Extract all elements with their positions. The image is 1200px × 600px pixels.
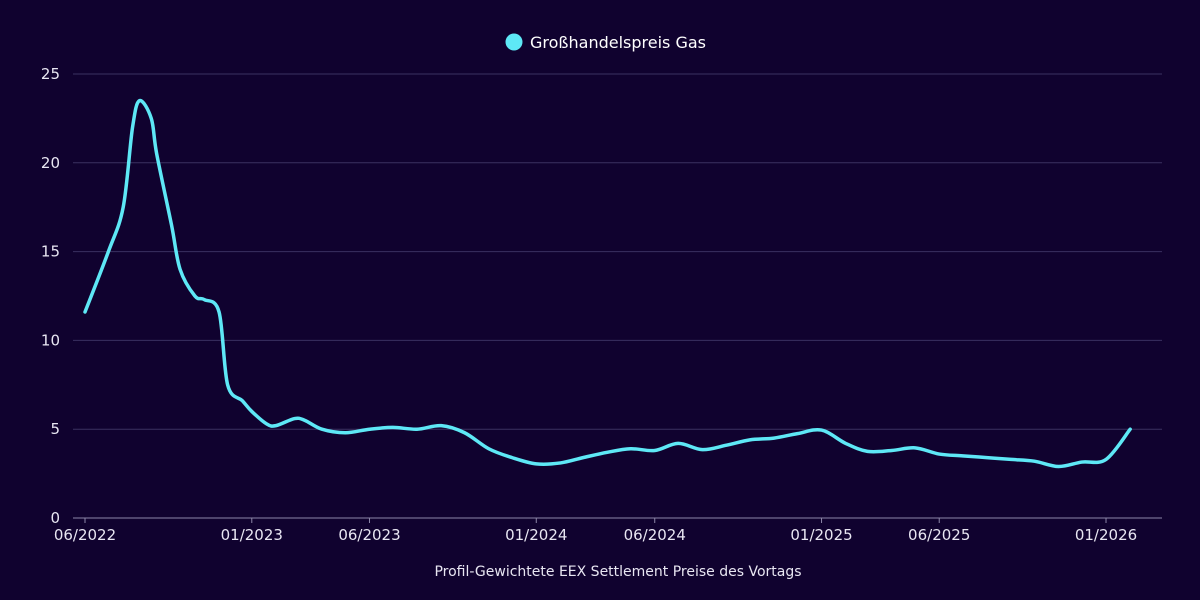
grid-lines <box>73 73 1162 430</box>
y-tick-label: 25 <box>41 65 60 83</box>
legend-label[interactable]: Großhandelspreis Gas <box>530 33 706 52</box>
x-axis-title: Profil-Gewichtete EEX Settlement Preise … <box>434 564 801 580</box>
y-tick-label: 15 <box>41 243 60 261</box>
x-tick-label: 06/2022 <box>54 526 116 544</box>
x-tick-label: 06/2025 <box>908 526 970 544</box>
series-lines <box>83 98 1132 469</box>
legend-marker[interactable] <box>505 33 523 51</box>
x-tick-label: 06/2024 <box>624 526 686 544</box>
x-tick-label: 01/2025 <box>790 526 852 544</box>
x-tick-label: 06/2023 <box>338 526 400 544</box>
x-tick-label: 01/2024 <box>505 526 567 544</box>
y-tick-label: 0 <box>50 509 60 527</box>
y-tick-label: 5 <box>50 420 60 438</box>
x-tick-label: 01/2026 <box>1075 526 1137 544</box>
series-line[interactable] <box>83 98 1132 469</box>
y-tick-label: 10 <box>41 331 60 349</box>
x-tick-label: 01/2023 <box>221 526 283 544</box>
legend[interactable]: Großhandelspreis Gas <box>505 33 707 52</box>
y-tick-label: 20 <box>41 154 60 172</box>
axes: 0 5 10 15 20 25 06/2022 01/2023 06/2023 01/2024 06… <box>41 65 1162 544</box>
